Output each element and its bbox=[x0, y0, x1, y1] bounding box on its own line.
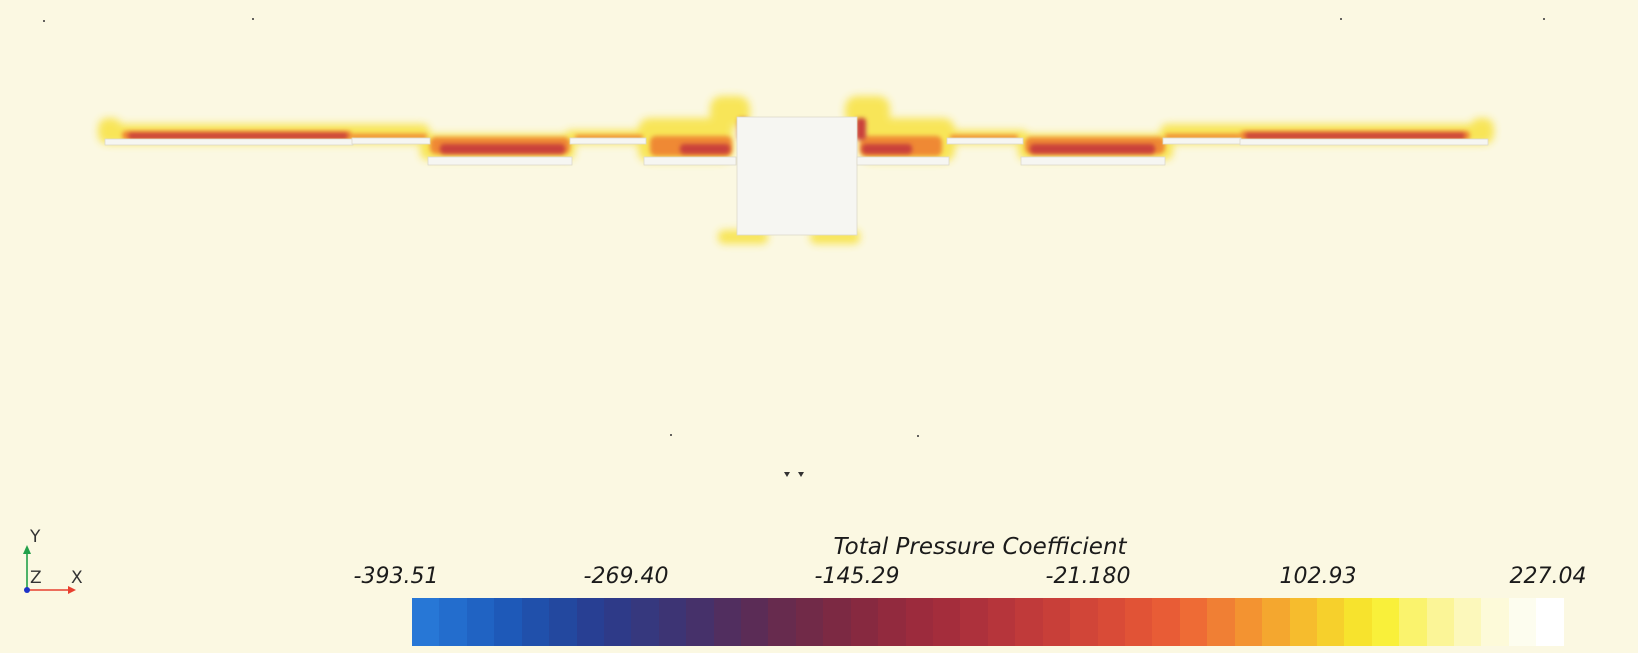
colorbar-segment bbox=[823, 598, 851, 646]
colorbar-segment bbox=[439, 598, 467, 646]
colorbar-segment bbox=[1042, 598, 1071, 646]
right-upper-plate bbox=[946, 137, 1024, 145]
colorbar-segment bbox=[1097, 598, 1125, 646]
colorbar-segment bbox=[631, 598, 659, 646]
colorbar-segment bbox=[1371, 598, 1400, 646]
colorbar-segment bbox=[1234, 598, 1263, 646]
colorbar-segment bbox=[987, 598, 1016, 646]
colorbar-segment bbox=[1070, 598, 1098, 646]
axis-x-label: X bbox=[71, 568, 83, 588]
model-geometry bbox=[104, 116, 1489, 236]
left-outer-plate bbox=[351, 137, 431, 145]
colorbar-tick-label: -269.40 bbox=[583, 564, 669, 589]
colorbar-segment bbox=[713, 598, 742, 646]
colorbar-title: Total Pressure Coefficient bbox=[833, 534, 1127, 560]
colorbar-segment bbox=[1207, 598, 1235, 646]
colorbar-segment bbox=[1536, 598, 1564, 646]
colorbar-segment bbox=[1179, 598, 1208, 646]
colorbar-tick-label: 227.04 bbox=[1509, 564, 1587, 589]
colorbar-tick-label: -145.29 bbox=[814, 564, 900, 589]
colorbar-segment bbox=[1454, 598, 1482, 646]
colorbar-tick-label: -393.51 bbox=[353, 564, 439, 589]
colorbar-segment bbox=[1124, 598, 1153, 646]
colorbar-segment bbox=[1152, 598, 1180, 646]
orientation-axes-triad: Y Z X bbox=[23, 527, 83, 594]
colorbar-segment bbox=[1399, 598, 1427, 646]
colorbar-segment bbox=[1316, 598, 1345, 646]
axis-z-label: Z bbox=[30, 568, 42, 588]
colorbar-segment bbox=[686, 598, 714, 646]
colorbar-segment bbox=[412, 598, 440, 646]
colorbar-tick-label: -21.180 bbox=[1045, 564, 1131, 589]
left-lower-plate-1 bbox=[427, 156, 573, 166]
right-tip-plate bbox=[1239, 138, 1489, 146]
left-lower-plate-2 bbox=[643, 156, 737, 166]
colorbar-segment bbox=[1289, 598, 1317, 646]
colorbar-segment bbox=[603, 598, 632, 646]
colorbar-scale bbox=[412, 598, 1564, 646]
colorbar-segment bbox=[658, 598, 687, 646]
colorbar-segment bbox=[1015, 598, 1043, 646]
colorbar-segment bbox=[768, 598, 796, 646]
colorbar-segment bbox=[933, 598, 961, 646]
colorbar-segment bbox=[1481, 598, 1509, 646]
colorbar-segment bbox=[850, 598, 879, 646]
colorbar-segment bbox=[878, 598, 906, 646]
colorbar-segment bbox=[905, 598, 934, 646]
right-lower-plate-2 bbox=[856, 156, 950, 166]
stray-particles bbox=[43, 18, 1545, 477]
central-body bbox=[736, 116, 858, 236]
right-outer-plate bbox=[1162, 137, 1242, 145]
colorbar-segment bbox=[576, 598, 604, 646]
colorbar-segment bbox=[795, 598, 824, 646]
colorbar-segment bbox=[960, 598, 988, 646]
axis-y-label: Y bbox=[29, 527, 41, 547]
right-lower-plate-1 bbox=[1020, 156, 1166, 166]
colorbar-tick-label: 102.93 bbox=[1279, 564, 1357, 589]
colorbar-segment bbox=[1344, 598, 1372, 646]
colorbar-segment bbox=[466, 598, 495, 646]
colorbar-segment bbox=[1508, 598, 1537, 646]
colorbar-segment bbox=[1262, 598, 1290, 646]
colorbar-segment bbox=[494, 598, 522, 646]
left-tip-plate bbox=[104, 138, 354, 146]
colorbar-segment bbox=[1426, 598, 1455, 646]
colorbar-segment bbox=[741, 598, 769, 646]
colorbar-segment bbox=[521, 598, 550, 646]
left-upper-plate bbox=[569, 137, 647, 145]
colorbar-segment bbox=[549, 598, 577, 646]
